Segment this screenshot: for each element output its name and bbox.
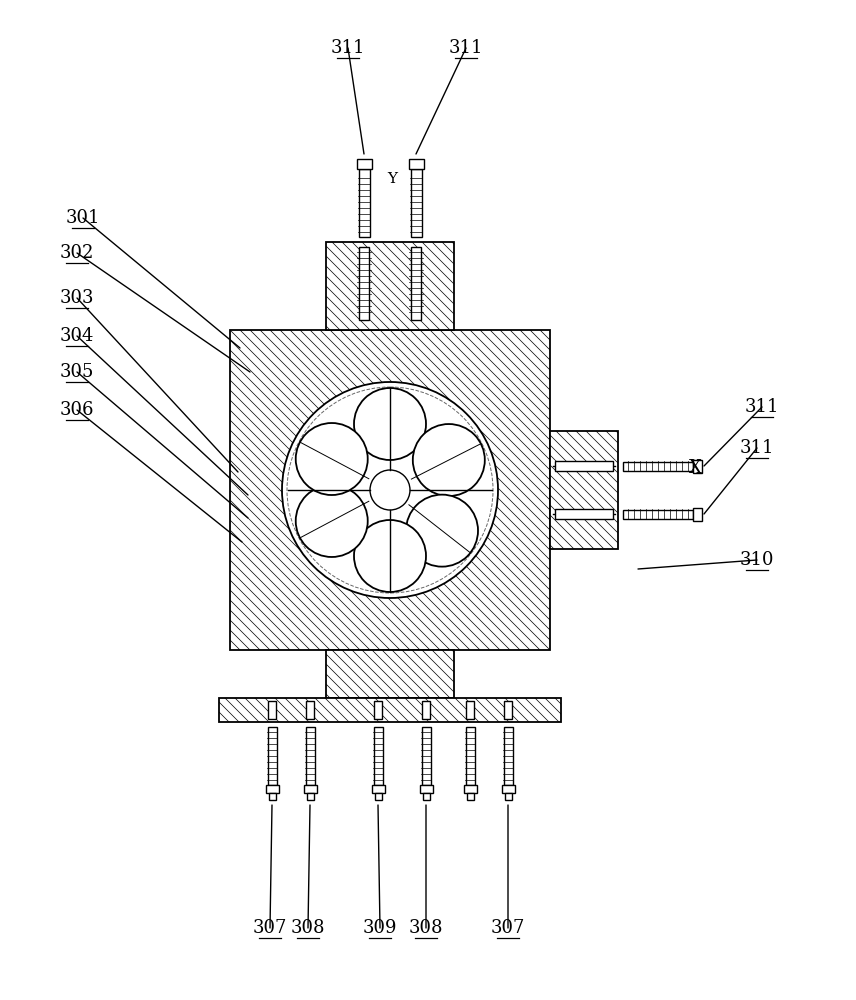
Polygon shape bbox=[326, 650, 454, 698]
Text: 311: 311 bbox=[330, 39, 366, 57]
Bar bbox=[422, 701, 430, 719]
Bar bbox=[307, 793, 314, 800]
Bar bbox=[466, 727, 475, 785]
Polygon shape bbox=[550, 431, 618, 549]
Text: 311: 311 bbox=[745, 398, 779, 416]
Text: 306: 306 bbox=[60, 401, 94, 419]
Bar bbox=[374, 701, 382, 719]
Bar bbox=[411, 169, 422, 237]
Bar bbox=[623, 462, 693, 471]
Circle shape bbox=[370, 470, 410, 510]
Circle shape bbox=[282, 382, 498, 598]
Bar bbox=[423, 793, 430, 800]
Text: 308: 308 bbox=[291, 919, 325, 937]
Bar bbox=[504, 701, 512, 719]
Bar bbox=[555, 461, 613, 471]
Text: 307: 307 bbox=[253, 919, 287, 937]
Bar bbox=[268, 727, 277, 785]
Bar bbox=[375, 793, 382, 800]
Bar bbox=[466, 701, 474, 719]
Bar bbox=[304, 785, 317, 793]
Bar bbox=[420, 785, 433, 793]
Bar bbox=[359, 247, 369, 320]
Circle shape bbox=[354, 520, 426, 592]
Bar bbox=[357, 159, 372, 169]
Text: 311: 311 bbox=[449, 39, 484, 57]
Text: 308: 308 bbox=[409, 919, 443, 937]
Text: X: X bbox=[688, 459, 701, 477]
Text: 305: 305 bbox=[60, 363, 94, 381]
Bar bbox=[504, 727, 513, 785]
Bar bbox=[422, 727, 431, 785]
Text: 307: 307 bbox=[490, 919, 526, 937]
Bar bbox=[505, 793, 512, 800]
Circle shape bbox=[295, 423, 368, 495]
Bar bbox=[409, 159, 424, 169]
Bar bbox=[374, 727, 383, 785]
Bar bbox=[464, 785, 477, 793]
Bar bbox=[467, 793, 474, 800]
Bar bbox=[359, 169, 370, 237]
Bar bbox=[306, 701, 314, 719]
Bar bbox=[266, 785, 279, 793]
Polygon shape bbox=[219, 698, 561, 722]
Text: 304: 304 bbox=[60, 327, 94, 345]
Bar bbox=[269, 793, 276, 800]
Bar bbox=[502, 785, 515, 793]
Polygon shape bbox=[230, 330, 550, 650]
Bar bbox=[411, 247, 421, 320]
Bar bbox=[306, 727, 315, 785]
Text: 303: 303 bbox=[60, 289, 94, 307]
Bar bbox=[372, 785, 385, 793]
Text: 301: 301 bbox=[66, 209, 100, 227]
Bar bbox=[623, 510, 693, 519]
Circle shape bbox=[354, 388, 426, 460]
Bar bbox=[555, 509, 613, 519]
Circle shape bbox=[413, 424, 484, 496]
Bar bbox=[693, 508, 702, 521]
Polygon shape bbox=[326, 242, 454, 330]
Text: 309: 309 bbox=[363, 919, 397, 937]
Circle shape bbox=[406, 495, 478, 567]
Circle shape bbox=[295, 485, 368, 557]
Text: 310: 310 bbox=[740, 551, 774, 569]
Text: 311: 311 bbox=[740, 439, 774, 457]
Text: Y: Y bbox=[387, 172, 397, 186]
Bar bbox=[268, 701, 276, 719]
Bar bbox=[693, 460, 702, 473]
Text: 302: 302 bbox=[60, 244, 94, 262]
